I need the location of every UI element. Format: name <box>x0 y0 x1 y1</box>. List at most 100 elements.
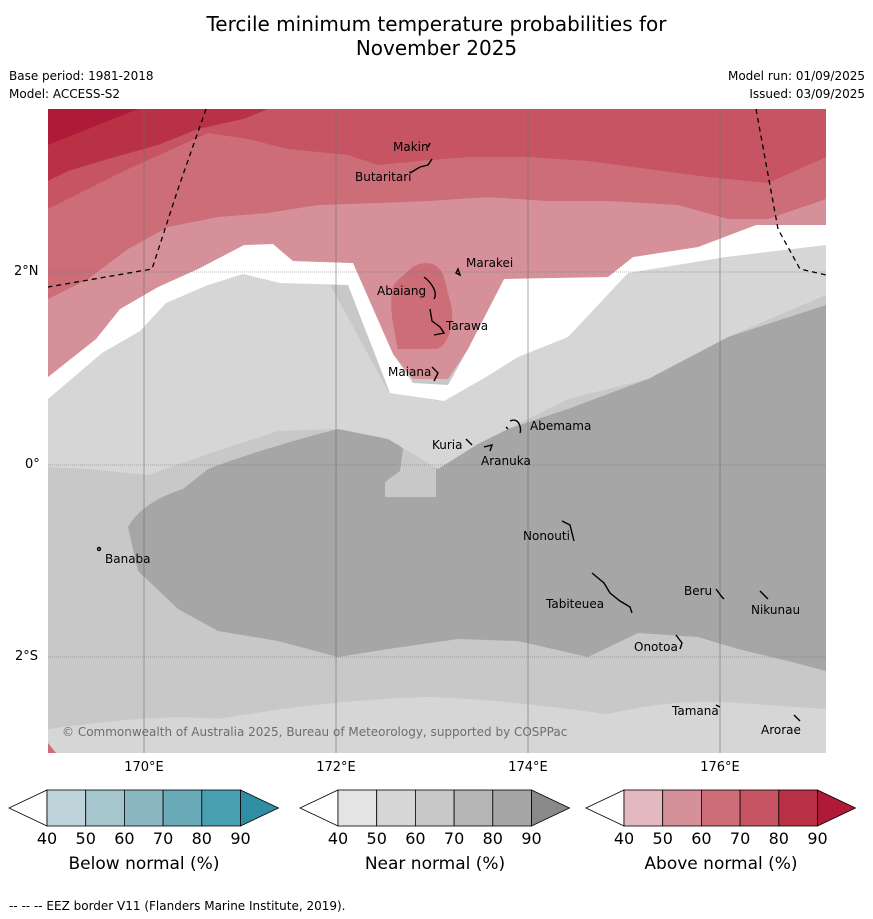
abaiang-shape <box>423 276 436 300</box>
probability-map: Makin Butaritari Marakei Abaiang Tarawa … <box>48 109 826 753</box>
label-nikunau: Nikunau <box>751 603 800 617</box>
colorbar-above-segment <box>778 789 818 827</box>
colorbar-near-segment <box>337 789 378 827</box>
aranuka-shape <box>483 444 494 452</box>
colorbar-below-segment <box>201 789 241 827</box>
lon-label-174: 174°E <box>508 760 548 775</box>
region-above-corner-bottom <box>48 743 56 753</box>
region-above-80 <box>48 109 138 145</box>
title-line-2: November 2025 <box>355 36 518 60</box>
colorbar-below-tick: 40 <box>36 829 58 848</box>
label-beru: Beru <box>684 584 712 598</box>
region-above-60 <box>48 109 826 209</box>
colorbar-near-tick: 70 <box>443 829 465 848</box>
region-near-south-light <box>48 697 826 753</box>
colorbar-below-segment <box>124 789 164 827</box>
tabiteuea-shape <box>591 572 633 614</box>
colorbar-below-tick: 80 <box>191 829 212 848</box>
colorbar-below-tick: 50 <box>75 829 96 848</box>
region-above-tongue <box>391 263 453 349</box>
region-above-70 <box>48 109 268 181</box>
colorbar-near-segment <box>414 789 455 827</box>
colorbar-near-tick: 90 <box>521 829 542 848</box>
colorbar-above-tick: 80 <box>768 829 789 848</box>
label-butaritari: Butaritari <box>355 170 412 184</box>
colorbar-near-tick: 60 <box>405 829 426 848</box>
colorbar-above-segment <box>623 789 664 827</box>
colorbar-below-tick: 90 <box>230 829 251 848</box>
label-aranuka: Aranuka <box>481 454 531 468</box>
region-near-dark <box>128 305 826 671</box>
eez-border-west <box>48 109 207 288</box>
eez-border-east <box>755 109 826 276</box>
label-tamana: Tamana <box>671 704 719 718</box>
label-banaba: Banaba <box>105 552 151 566</box>
eez-footnote: -- -- -- EEZ border V11 (Flanders Marine… <box>9 899 346 913</box>
white-boundary <box>48 225 826 401</box>
arorae-shape <box>793 714 801 722</box>
label-maiana: Maiana <box>388 365 431 379</box>
left-metadata: Base period: 1981-2018 Model: ACCESS-S2 <box>9 67 154 103</box>
lon-label-172: 172°E <box>316 760 356 775</box>
colorbar-legends <box>8 789 857 827</box>
lat-label-2s: 2°S <box>15 649 39 664</box>
label-kuria: Kuria <box>432 438 463 452</box>
beru-shape <box>715 588 725 600</box>
colorbar-below-low-extend <box>8 789 48 827</box>
colorbar-above-tick: 90 <box>807 829 828 848</box>
base-period: Base period: 1981-2018 <box>9 69 154 83</box>
colorbar-near <box>299 789 571 827</box>
graticule <box>48 109 826 753</box>
issued-date: Issued: 03/09/2025 <box>749 87 865 101</box>
colorbar-below-high-extend <box>240 789 280 827</box>
maiana-shape <box>431 366 439 382</box>
label-tabiteuea: Tabiteuea <box>545 597 604 611</box>
colorbar-near-segment <box>492 789 532 827</box>
colorbar-above-segment <box>739 789 780 827</box>
abemama-shape <box>505 419 522 434</box>
lon-label-176: 176°E <box>700 760 740 775</box>
colorbar-title-above: Above normal (%) <box>644 854 798 874</box>
colorbar-above-tick: 40 <box>613 829 635 848</box>
colorbar-below-tick: 60 <box>114 829 135 848</box>
lat-label-0: 0° <box>25 457 40 472</box>
tamana-shape <box>715 704 721 708</box>
lon-label-170: 170°E <box>124 760 164 775</box>
label-makin: Makin <box>393 140 429 154</box>
label-abemama: Abemama <box>530 419 591 433</box>
model-run: Model run: 01/09/2025 <box>727 69 865 83</box>
colorbar-near-high-extend <box>531 789 571 827</box>
colorbar-near-segment <box>376 789 416 827</box>
label-marakei: Marakei <box>466 256 513 270</box>
banaba-shape <box>96 546 102 552</box>
colorbar-near-low-extend <box>299 789 339 827</box>
right-metadata: Model run: 01/09/2025 Issued: 03/09/2025 <box>728 67 865 103</box>
colorbar-near-tick: 50 <box>366 829 387 848</box>
colorbar-above-segment <box>701 789 741 827</box>
colorbar-above-segment <box>662 789 702 827</box>
colorbar-above-tick: 60 <box>691 829 712 848</box>
colorbar-below-segment <box>85 789 125 827</box>
model-name: Model: ACCESS-S2 <box>9 87 121 101</box>
island-shapes <box>96 142 801 722</box>
colorbar-near-segment <box>453 789 494 827</box>
colorbar-below-tick: 70 <box>152 829 174 848</box>
label-onotoa: Onotoa <box>634 640 678 654</box>
onotoa-shape <box>675 634 683 650</box>
nikunau-shape <box>759 590 769 600</box>
marakei-shape <box>455 267 462 277</box>
colorbar-above-tick: 70 <box>729 829 751 848</box>
colorbar-above-high-extend <box>817 789 857 827</box>
makin-shape <box>427 142 431 148</box>
label-nonouti: Nonouti <box>523 529 570 543</box>
kuria-shape <box>465 438 473 446</box>
colorbar-near-tick: 80 <box>482 829 503 848</box>
label-abaiang: Abaiang <box>377 284 426 298</box>
eez-border <box>48 109 826 288</box>
colorbar-above-tick: 50 <box>652 829 673 848</box>
tarawa-shape <box>429 308 446 336</box>
colorbar-title-below: Below normal (%) <box>68 854 220 874</box>
colorbar-above-low-extend <box>585 789 625 827</box>
copyright-notice: © Commonwealth of Australia 2025, Bureau… <box>62 725 567 739</box>
nonouti-shape <box>561 520 575 542</box>
